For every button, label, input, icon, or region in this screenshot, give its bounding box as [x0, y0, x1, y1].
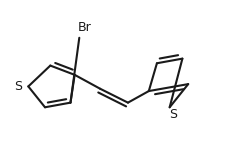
Text: S: S	[169, 108, 177, 121]
Text: Br: Br	[78, 21, 92, 34]
Text: S: S	[15, 80, 23, 93]
